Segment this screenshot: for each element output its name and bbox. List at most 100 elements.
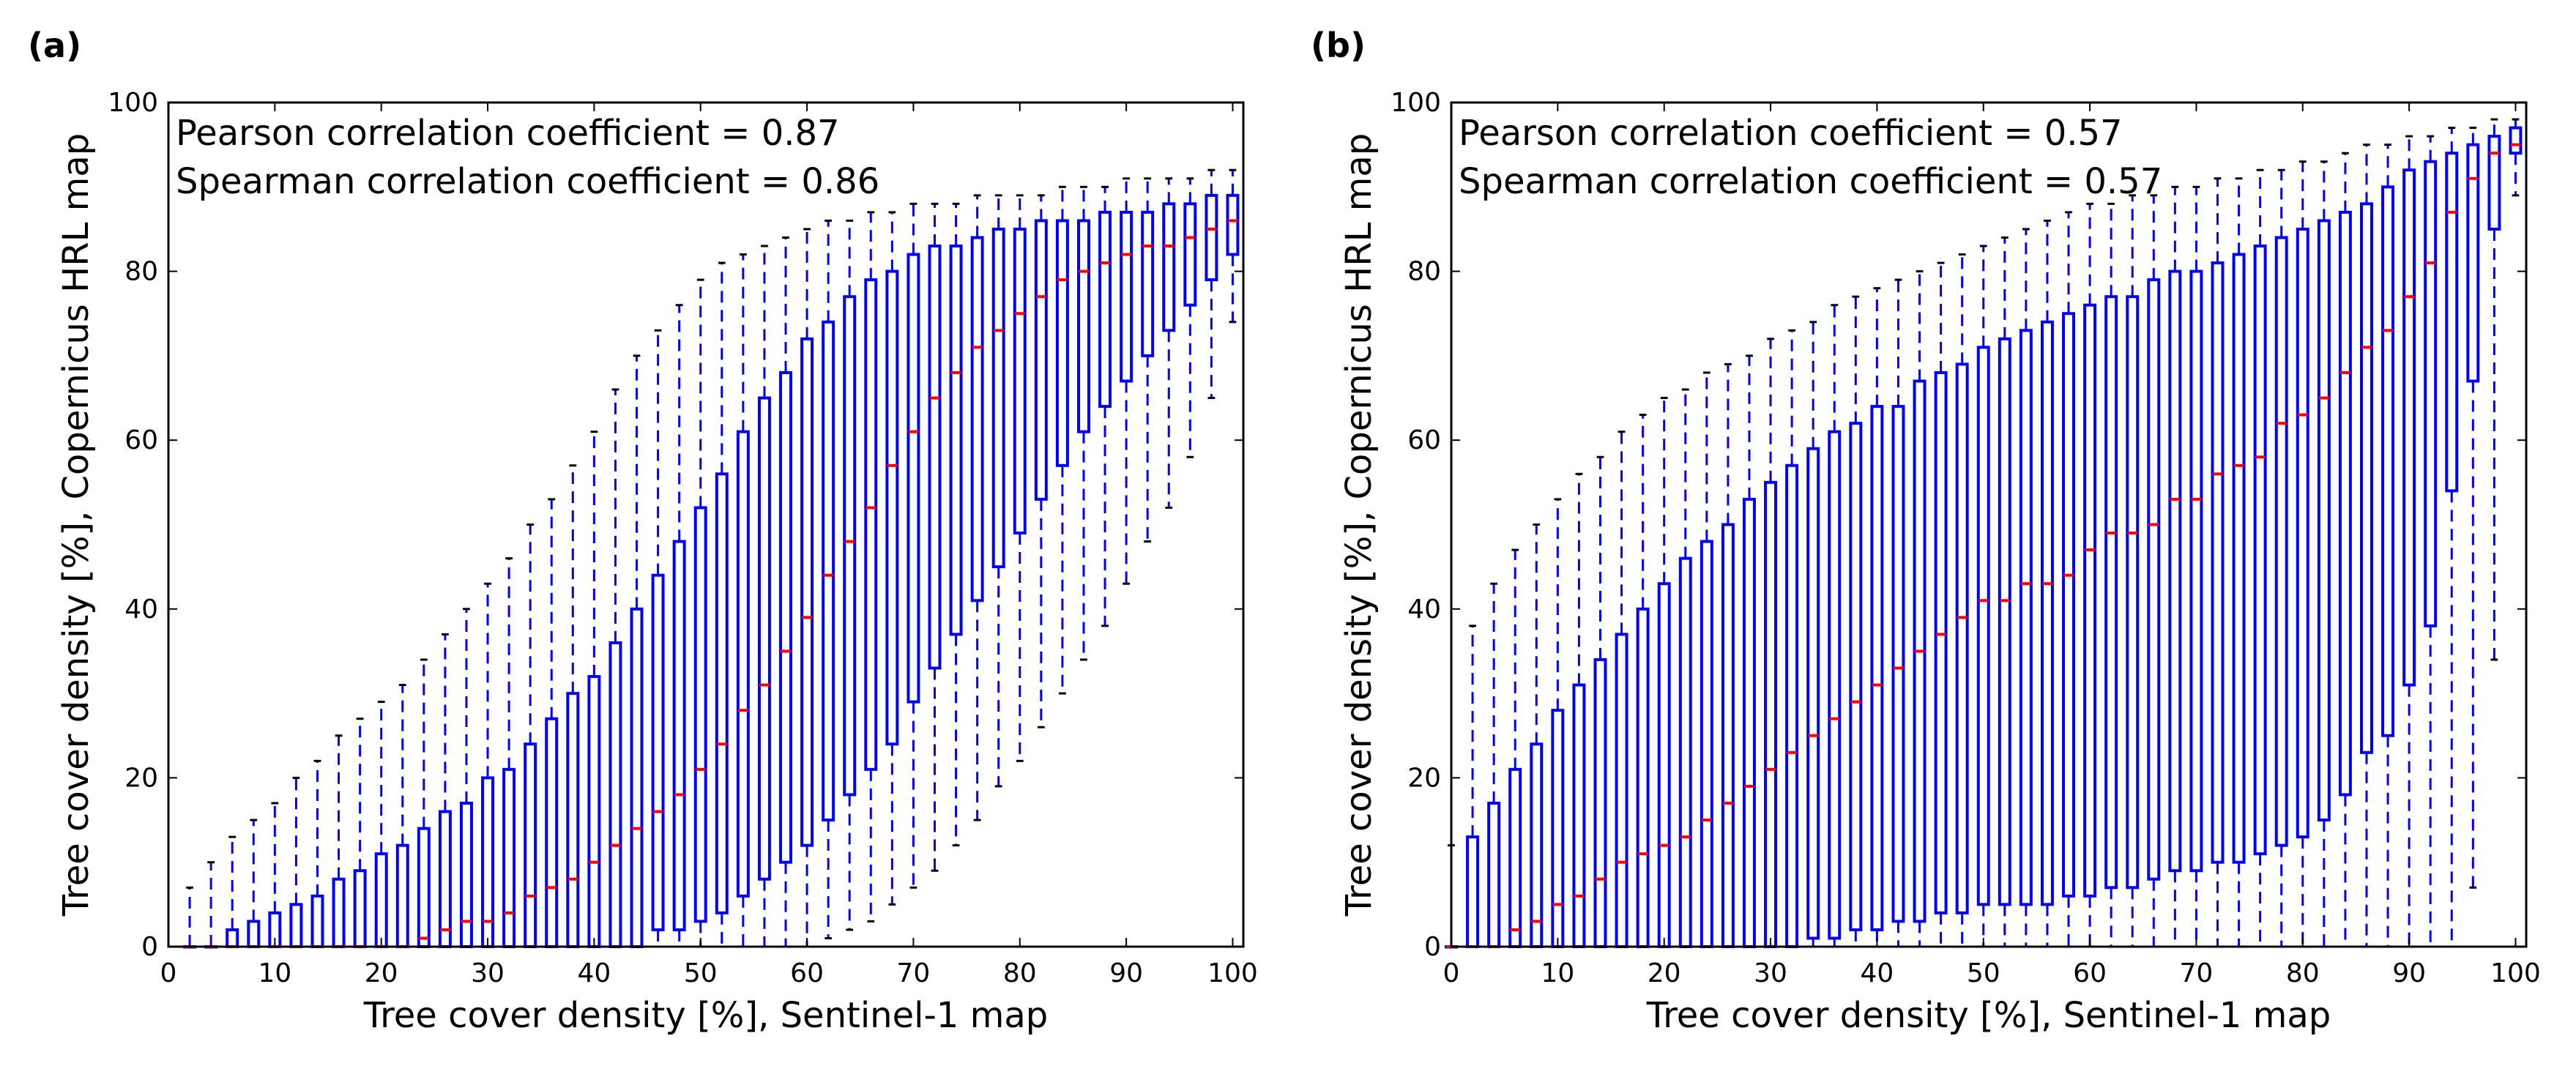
box-9	[1636, 414, 1650, 948]
box-body	[1055, 219, 1069, 467]
box-body	[1976, 346, 1990, 906]
box-body	[2338, 210, 2352, 797]
box-body	[2062, 312, 2075, 898]
box-3	[247, 819, 261, 949]
box-body	[1678, 556, 1692, 948]
box-body	[2040, 320, 2054, 906]
box-body	[715, 472, 729, 914]
box-body	[1934, 370, 1948, 914]
box-body	[1955, 362, 1969, 914]
box-18	[566, 464, 580, 948]
box-body	[693, 506, 707, 923]
box-47	[1183, 177, 1197, 458]
box-body	[822, 320, 835, 822]
x-tick-label: 80	[1003, 958, 1037, 988]
box-10	[1657, 397, 1671, 949]
box-23	[1934, 261, 1948, 948]
box-body	[1806, 447, 1820, 940]
box-body	[332, 877, 346, 949]
box-49	[1226, 168, 1240, 324]
box-35	[928, 202, 942, 872]
box-body	[1593, 657, 1607, 948]
box-46	[2424, 135, 2438, 948]
box-body	[1849, 422, 1863, 931]
box-13	[1721, 362, 1735, 948]
box-4	[268, 802, 282, 949]
box-16	[524, 523, 537, 949]
box-42	[2338, 152, 2352, 948]
box-body	[1183, 202, 1197, 307]
box-body	[1828, 430, 1842, 940]
box-body	[1572, 683, 1586, 948]
box-5	[1551, 498, 1565, 948]
box-body	[800, 337, 814, 847]
box-body	[2509, 126, 2523, 155]
plot-frame	[1450, 101, 2528, 948]
box-50	[2509, 118, 2523, 197]
box-body	[459, 801, 473, 948]
box-8	[353, 718, 367, 948]
box-4	[1530, 523, 1544, 949]
box-6	[310, 759, 324, 948]
box-body	[949, 245, 963, 636]
box-7	[1593, 455, 1607, 948]
box-body	[864, 278, 878, 771]
box-8	[1615, 430, 1628, 948]
x-tick-label: 40	[1860, 958, 1894, 988]
box-body	[2317, 219, 2331, 822]
box-body	[2232, 253, 2246, 864]
x-tick-label: 70	[897, 958, 931, 988]
box-2	[1487, 582, 1501, 948]
box-body	[1487, 801, 1501, 948]
box-32	[864, 211, 878, 922]
box-body	[2168, 269, 2182, 873]
correlation-annotation: Spearman correlation coefficient = 0.86	[176, 161, 879, 202]
box-body	[1636, 607, 1650, 948]
box-body	[587, 675, 601, 948]
box-body	[991, 227, 1005, 569]
box-body	[1077, 219, 1090, 433]
box-24	[693, 278, 707, 948]
y-tick-label: 20	[124, 763, 158, 793]
box-body	[1508, 767, 1522, 948]
box-20	[608, 388, 622, 948]
x-tick-label: 100	[1207, 958, 1258, 988]
box-body	[1998, 337, 2011, 906]
box-body	[1120, 210, 1133, 383]
y-tick-label: 40	[1407, 594, 1441, 625]
y-axis-label: Tree cover density [%], Copernicus HRL m…	[1339, 133, 1380, 917]
box-body	[2381, 185, 2395, 737]
x-tick-label: 20	[1648, 958, 1681, 988]
box-body	[1466, 835, 1480, 948]
box-body	[247, 920, 261, 949]
y-tick-label: 100	[108, 88, 158, 118]
box-body	[2083, 303, 2097, 898]
box-0	[183, 886, 197, 949]
box-31	[843, 219, 857, 931]
box-41	[2317, 160, 2331, 948]
x-tick-label: 30	[471, 958, 505, 988]
box-45	[2402, 135, 2416, 948]
box-43	[1098, 185, 1112, 627]
box-body	[566, 692, 580, 948]
x-tick-label: 50	[684, 958, 718, 988]
box-7	[332, 734, 346, 949]
box-34	[2168, 185, 2182, 948]
x-tick-label: 60	[2073, 958, 2107, 988]
box-body	[843, 295, 857, 797]
y-tick-label: 20	[1407, 763, 1441, 793]
box-19	[587, 430, 601, 948]
panel-b: (b) 0 10 20 30 40 50 60 70 80 90 100 0 20 40 60 80 100 Tr…	[1311, 26, 2541, 1036]
box-39	[1013, 194, 1027, 762]
box-23	[672, 304, 686, 948]
box-48	[2466, 127, 2480, 889]
box-36	[2211, 177, 2225, 948]
box-14	[1742, 354, 1756, 948]
box-48	[1205, 168, 1218, 400]
box-body	[630, 607, 644, 948]
box-45	[1141, 177, 1155, 543]
box-body	[1870, 405, 1884, 931]
panel-label-b: (b)	[1311, 26, 1366, 65]
box-body	[1700, 540, 1713, 948]
box-body	[1141, 210, 1155, 357]
